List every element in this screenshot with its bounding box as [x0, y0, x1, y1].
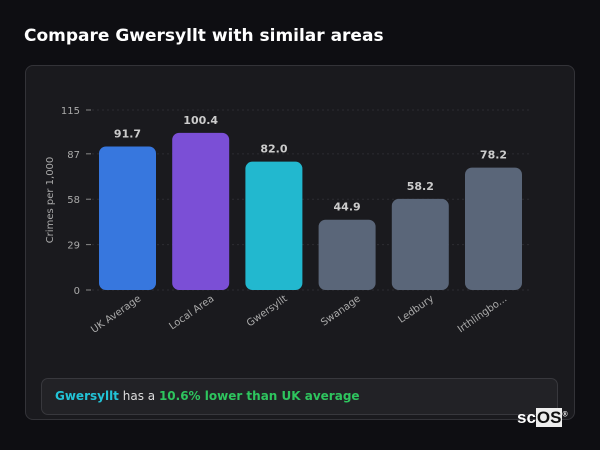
data-label: 58.2: [407, 180, 434, 193]
data-label: 78.2: [480, 149, 507, 162]
y-tick-label: 0: [74, 286, 80, 297]
x-tick-label: Gwersyllt: [245, 293, 290, 329]
data-label: 91.7: [114, 127, 141, 140]
y-tick-label: 87: [67, 150, 80, 161]
y-tick-label: 115: [61, 106, 80, 117]
x-tick-label: Local Area: [167, 293, 216, 332]
page-title: Compare Gwersyllt with similar areas: [24, 26, 384, 46]
x-tick-label: Ledbury: [396, 293, 436, 325]
y-axis-label: Crimes per 1,000: [45, 157, 56, 244]
y-tick-label: 29: [67, 241, 80, 252]
summary-text: has a: [118, 389, 159, 403]
bar: [465, 167, 522, 290]
bar: [391, 198, 449, 290]
bar: [99, 146, 156, 290]
comparison-highlight: 10.6% lower than UK average: [158, 389, 360, 403]
data-label: 44.9: [334, 201, 361, 214]
y-tick-label: 58: [67, 195, 80, 206]
bar: [172, 132, 230, 290]
bar: [318, 219, 376, 290]
bar: [245, 161, 303, 290]
x-tick-label: Irthlingbo...: [456, 293, 509, 335]
data-label: 100.4: [183, 114, 218, 127]
x-tick-label: Swanage: [319, 293, 363, 328]
scos-logo: scOS®: [517, 408, 568, 427]
area-name: Gwersyllt: [55, 389, 119, 403]
comparison-summary: Gwersyllt has a 10.6% lower than UK aver…: [41, 378, 558, 415]
x-tick-label: UK Average: [89, 293, 143, 335]
data-label: 82.0: [260, 143, 287, 156]
